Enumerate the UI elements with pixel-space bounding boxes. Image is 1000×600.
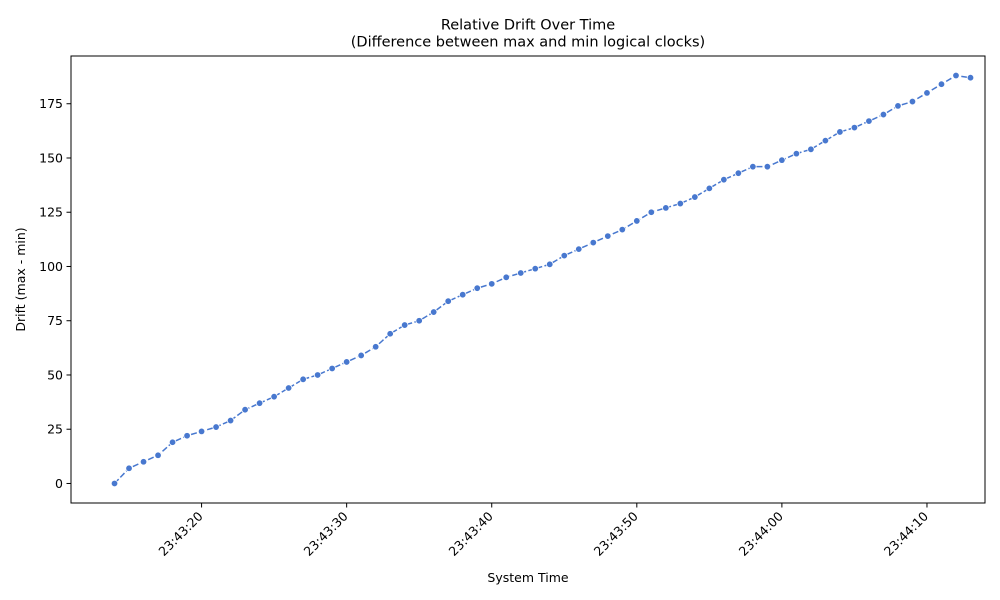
x-tick-label: 23:44:00 bbox=[736, 508, 786, 558]
x-axis-ticks: 23:43:20 23:43:30 23:43:40 23:43:50 23:44:00… bbox=[155, 503, 931, 559]
data-point-marker bbox=[546, 260, 554, 269]
chart-title: Relative Drift Over Time bbox=[441, 18, 615, 34]
data-point-marker bbox=[168, 438, 177, 446]
data-point-marker bbox=[270, 392, 278, 401]
data-point-marker bbox=[110, 479, 119, 488]
data-point-marker bbox=[807, 145, 815, 154]
y-tick-label: 125 bbox=[39, 205, 63, 220]
data-point-marker bbox=[531, 264, 539, 273]
data-point-marker bbox=[850, 123, 859, 132]
data-point-marker bbox=[792, 149, 801, 158]
data-point-marker bbox=[691, 193, 699, 201]
data-point-marker bbox=[313, 371, 322, 379]
data-point-marker bbox=[371, 343, 380, 351]
data-point-marker bbox=[357, 351, 365, 360]
data-point-marker bbox=[821, 136, 830, 145]
axes-frame bbox=[70, 55, 986, 504]
y-tick-label: 0 bbox=[55, 476, 63, 491]
data-point-marker bbox=[517, 269, 525, 277]
data-point-marker bbox=[749, 162, 757, 171]
data-point-marker bbox=[183, 432, 191, 440]
data-point-marker bbox=[502, 273, 510, 282]
x-tick-label: 23:43:20 bbox=[155, 508, 205, 558]
data-point-marker bbox=[400, 321, 409, 329]
data-point-marker bbox=[386, 330, 394, 338]
data-point-marker bbox=[763, 162, 772, 171]
data-point-marker bbox=[328, 364, 336, 373]
data-point-marker bbox=[444, 297, 452, 305]
x-tick-label: 23:43:30 bbox=[300, 508, 350, 558]
data-point-marker bbox=[604, 232, 612, 240]
y-tick-label: 75 bbox=[47, 313, 63, 328]
data-point-marker bbox=[720, 175, 728, 184]
y-tick-label: 175 bbox=[39, 96, 63, 111]
data-point-marker bbox=[212, 423, 220, 431]
data-point-marker bbox=[560, 251, 568, 260]
data-point-marker bbox=[473, 284, 481, 292]
data-point-marker bbox=[865, 117, 873, 125]
data-point-marker bbox=[299, 375, 307, 384]
y-tick-label: 100 bbox=[39, 259, 63, 274]
x-tick-label: 23:43:40 bbox=[446, 508, 496, 558]
data-point-marker bbox=[589, 238, 597, 247]
chart-subtitle: (Difference between max and min logical … bbox=[351, 35, 705, 51]
data-point-marker bbox=[908, 97, 917, 106]
data-point-marker bbox=[125, 464, 133, 472]
y-tick-label: 150 bbox=[39, 150, 63, 165]
data-point-marker bbox=[734, 169, 743, 177]
data-point-marker bbox=[778, 156, 786, 164]
data-point-marker bbox=[342, 358, 351, 366]
y-axis-label: Drift (max - min) bbox=[13, 227, 28, 331]
data-point-marker bbox=[966, 73, 975, 82]
data-point-marker bbox=[705, 184, 714, 193]
data-point-marker bbox=[255, 399, 264, 407]
data-point-marker bbox=[894, 102, 902, 110]
data-point-marker bbox=[923, 89, 931, 97]
data-point-marker bbox=[633, 217, 641, 225]
x-tick-label: 23:43:50 bbox=[591, 508, 641, 558]
data-point-marker bbox=[952, 71, 960, 80]
drift-series-line bbox=[113, 74, 971, 484]
y-tick-label: 25 bbox=[47, 422, 63, 437]
data-point-marker bbox=[429, 308, 438, 316]
y-tick-label: 50 bbox=[47, 367, 63, 382]
data-point-marker bbox=[662, 204, 670, 212]
data-point-marker bbox=[676, 199, 685, 208]
data-point-marker bbox=[197, 427, 206, 436]
data-point-marker bbox=[241, 405, 249, 414]
data-point-marker bbox=[647, 208, 656, 216]
data-point-marker bbox=[618, 225, 627, 234]
data-point-marker bbox=[415, 317, 423, 325]
data-point-marker bbox=[488, 280, 496, 288]
data-point-marker bbox=[459, 290, 467, 299]
data-point-marker bbox=[154, 451, 162, 459]
x-axis-label: System Time bbox=[487, 570, 568, 585]
data-point-marker bbox=[575, 245, 583, 253]
y-axis-ticks: 0 25 50 75 100 125 150 175 bbox=[39, 96, 71, 491]
data-point-marker bbox=[139, 458, 148, 466]
data-point-marker bbox=[937, 80, 946, 88]
data-point-marker bbox=[226, 416, 235, 425]
data-point-marker bbox=[879, 110, 888, 119]
data-point-marker bbox=[836, 128, 844, 136]
plot-area bbox=[110, 71, 975, 488]
data-point-marker bbox=[284, 384, 293, 392]
x-tick-label: 23:44:10 bbox=[881, 508, 931, 558]
